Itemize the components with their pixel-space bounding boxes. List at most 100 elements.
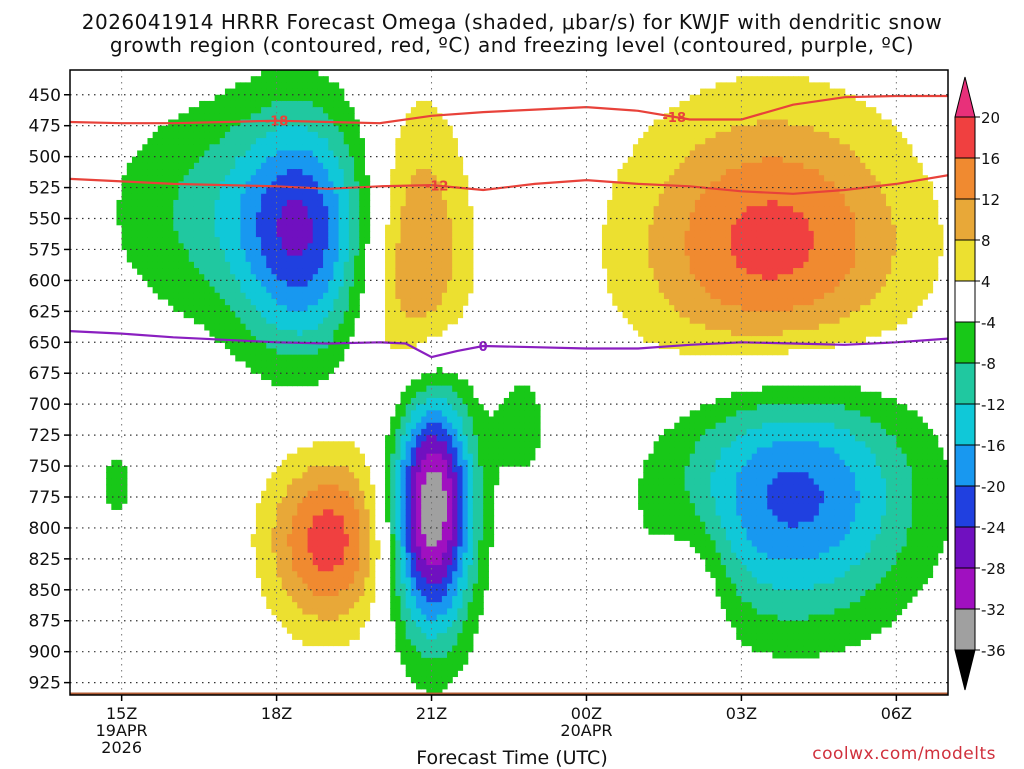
omega-cell <box>653 478 660 486</box>
omega-cell <box>359 230 365 238</box>
omega-cell <box>462 286 469 294</box>
omega-cell <box>663 298 670 306</box>
omega-cell <box>297 360 304 368</box>
omega-cell <box>255 237 262 244</box>
omega-cell <box>669 280 675 288</box>
omega-cell <box>390 589 396 597</box>
omega-cell <box>354 280 360 288</box>
omega-cell <box>328 131 334 139</box>
omega-cell <box>405 175 412 182</box>
omega-cell <box>617 255 624 263</box>
omega-cell <box>447 169 453 176</box>
omega-cell <box>255 503 262 510</box>
omega-cell <box>395 435 402 442</box>
omega-cell <box>385 484 391 492</box>
omega-cell <box>317 298 324 306</box>
omega-cell <box>700 255 706 263</box>
omega-cell <box>643 280 650 288</box>
omega-cell <box>694 534 701 541</box>
omega-cell <box>617 169 624 176</box>
omega-cell <box>643 298 650 306</box>
omega-cell <box>338 329 345 337</box>
omega-cell <box>529 441 536 449</box>
omega-cell <box>297 620 304 628</box>
omega-cell <box>705 422 712 430</box>
omega-cell <box>178 305 185 312</box>
omega-cell <box>307 589 314 597</box>
omega-cell <box>410 589 417 597</box>
omega-cell <box>421 459 427 467</box>
omega-cell <box>405 521 412 529</box>
omega-cell <box>457 280 464 288</box>
omega-cell <box>472 422 479 430</box>
omega-cell <box>638 156 644 164</box>
omega-cell <box>607 237 613 244</box>
omega-cell <box>441 410 448 418</box>
omega-cell <box>700 212 706 220</box>
omega-cell <box>255 138 262 145</box>
omega-cell <box>436 298 443 306</box>
omega-cell <box>658 274 665 281</box>
omega-cell <box>348 206 355 213</box>
omega-cell <box>219 206 226 213</box>
omega-cell <box>689 274 696 281</box>
omega-cell <box>147 199 154 207</box>
omega-cell <box>224 150 231 158</box>
omega-cell <box>452 670 458 678</box>
omega-cell <box>328 478 334 486</box>
omega-cell <box>142 199 149 207</box>
omega-cell <box>364 577 371 585</box>
omega-cell <box>674 447 681 455</box>
omega-cell <box>266 558 273 566</box>
omega-cell <box>188 150 195 158</box>
omega-cell <box>255 199 262 207</box>
omega-cell <box>452 311 458 319</box>
omega-cell <box>700 113 706 121</box>
omega-cell <box>199 199 205 207</box>
omega-cell <box>684 218 691 226</box>
omega-cell <box>240 144 247 152</box>
omega-cell <box>255 509 262 517</box>
omega-cell <box>441 478 448 486</box>
omega-cell <box>395 558 402 566</box>
omega-cell <box>447 193 453 201</box>
omega-cell <box>281 274 288 281</box>
omega-cell <box>271 329 278 337</box>
omega-cell <box>343 521 350 529</box>
omega-cell <box>462 552 469 560</box>
omega-cell <box>173 286 180 294</box>
omega-cell <box>627 218 634 226</box>
omega-cell <box>276 88 283 96</box>
omega-cell <box>705 274 712 281</box>
omega-cell <box>142 187 149 195</box>
omega-cell <box>689 199 696 207</box>
omega-cell <box>390 453 396 461</box>
omega-cell <box>410 459 417 467</box>
omega-cell <box>348 521 355 529</box>
omega-cell <box>648 150 655 158</box>
omega-cell <box>689 280 696 288</box>
omega-cell <box>472 626 479 634</box>
omega-cell <box>653 125 660 133</box>
omega-cell <box>426 280 433 288</box>
omega-cell <box>224 280 231 288</box>
omega-cell <box>281 336 288 343</box>
omega-cell <box>643 472 650 480</box>
omega-cell <box>204 100 211 108</box>
omega-cell <box>230 292 236 300</box>
omega-cell <box>281 131 288 139</box>
omega-cell <box>447 410 453 418</box>
omega-cell <box>245 162 252 170</box>
omega-cell <box>307 534 314 541</box>
omega-cell <box>188 169 195 176</box>
omega-cell <box>426 385 433 393</box>
omega-cell <box>328 82 334 90</box>
omega-cell <box>188 206 195 213</box>
omega-cell <box>390 169 396 176</box>
omega-cell <box>498 404 505 411</box>
omega-cell <box>307 138 314 145</box>
omega-cell <box>245 311 252 319</box>
omega-cell <box>457 583 464 591</box>
omega-cell <box>255 261 262 269</box>
omega-cell <box>689 540 696 548</box>
